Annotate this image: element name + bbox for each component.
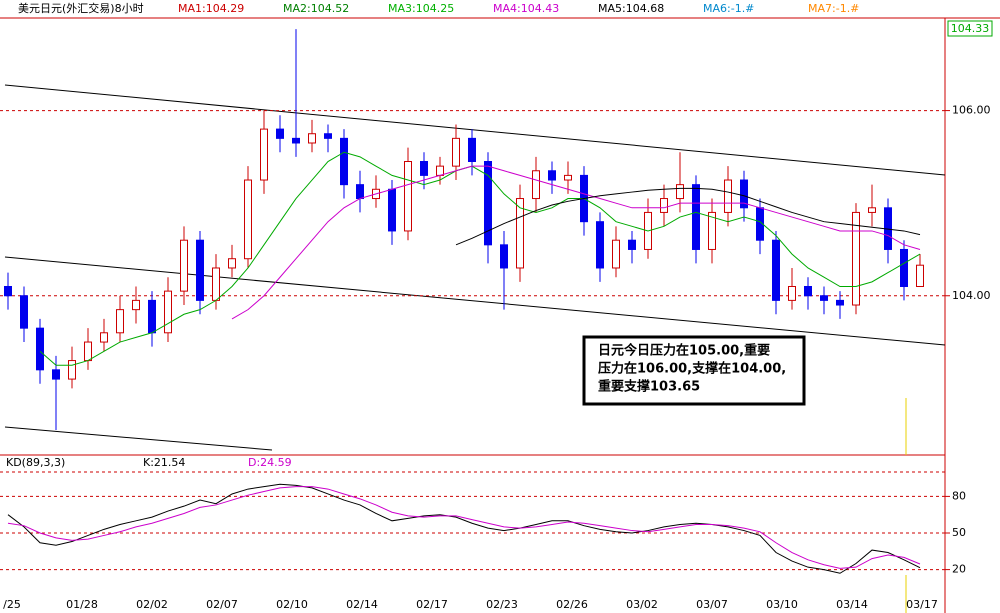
indicator-label: MA6:-1.# <box>703 2 754 15</box>
x-tick-label: 02/10 <box>276 598 308 611</box>
candle-body <box>436 165 444 176</box>
candle-body <box>900 248 908 287</box>
channel-line <box>4 256 946 346</box>
line-series <box>455 187 921 246</box>
candle-body <box>676 184 684 200</box>
candle-body <box>324 133 332 139</box>
candle-body <box>788 285 796 301</box>
indicator-label: MA7:-1.# <box>808 2 859 15</box>
line-series <box>7 483 921 574</box>
series-label: K:21.54 <box>143 456 185 469</box>
candle-body <box>116 309 124 334</box>
candle-body <box>100 332 108 343</box>
candle-body <box>564 174 572 181</box>
candle-body <box>164 290 172 334</box>
kd-title: KD(89,3,3) <box>6 456 65 469</box>
x-tick-label: 02/02 <box>136 598 168 611</box>
last-price: 104.33 <box>951 22 990 35</box>
indicator-label: MA1:104.29 <box>178 2 244 15</box>
candle-body <box>20 295 28 329</box>
candle-body <box>148 299 156 334</box>
x-tick-label: 02/17 <box>416 598 448 611</box>
x-tick-label: 02/26 <box>556 598 588 611</box>
candle-body <box>196 239 204 301</box>
x-tick-label: 03/02 <box>626 598 658 611</box>
candle-body <box>516 198 524 269</box>
candle-body <box>84 341 92 362</box>
y-tick-label: 20 <box>952 563 966 576</box>
candle-body <box>772 239 780 301</box>
candle-body <box>836 299 844 306</box>
candle-body <box>708 211 716 250</box>
x-tick-label: 02/14 <box>346 598 378 611</box>
candle-body <box>916 264 924 287</box>
y-tick-label: 50 <box>952 526 966 539</box>
candle-body <box>420 161 428 176</box>
candle-body <box>356 184 364 200</box>
candle-body <box>820 295 828 301</box>
x-tick-label: 02/07 <box>206 598 238 611</box>
line-series <box>231 165 921 320</box>
candle-body <box>36 327 44 371</box>
y-tick-label: 104.00 <box>952 289 991 302</box>
candle-body <box>532 170 540 200</box>
candle-body <box>132 299 140 311</box>
line-series <box>7 486 921 569</box>
candle-body <box>804 285 812 297</box>
indicator-label: MA3:104.25 <box>388 2 454 15</box>
candle-body <box>692 184 700 250</box>
candle-body <box>404 161 412 232</box>
x-tick-label: 01/28 <box>66 598 98 611</box>
x-tick-label: 03/10 <box>766 598 798 611</box>
indicator-label: MA5:104.68 <box>598 2 664 15</box>
candle-body <box>4 285 12 297</box>
candle-body <box>180 239 188 292</box>
candle-body <box>292 137 300 144</box>
candle-body <box>388 188 396 232</box>
x-tick-label: 03/17 <box>906 598 938 611</box>
channel-line <box>4 426 273 451</box>
candle-body <box>740 179 748 209</box>
candle-body <box>260 128 268 181</box>
x-tick-label: 02/23 <box>486 598 518 611</box>
candle-body <box>340 137 348 186</box>
y-tick-label: 80 <box>952 489 966 502</box>
candle-body <box>228 258 236 269</box>
candle-body <box>468 137 476 163</box>
candle-body <box>484 161 492 246</box>
candle-body <box>852 211 860 306</box>
annotation-box <box>582 335 806 406</box>
annotation-text: 日元今日压力在105.00,重要 <box>598 343 770 359</box>
candle-body <box>628 239 636 250</box>
annotation-text: 重要支撑103.65 <box>598 379 700 395</box>
candle-body <box>660 198 668 213</box>
series-label: D:24.59 <box>248 456 292 469</box>
candle-body <box>52 369 60 380</box>
x-tick-label: 03/07 <box>696 598 728 611</box>
y-tick-label: 106.00 <box>952 104 991 117</box>
candle-body <box>212 267 220 301</box>
candle-body <box>68 360 76 380</box>
candle-body <box>276 128 284 139</box>
indicator-label: MA2:104.52 <box>283 2 349 15</box>
candle-body <box>500 244 508 269</box>
x-tick-label: /25 <box>3 598 21 611</box>
candle-body <box>308 133 316 144</box>
candle-body <box>612 239 620 269</box>
candle-body <box>452 137 460 167</box>
chart-title: 美元日元(外汇交易)8小时 <box>18 1 144 15</box>
line-series <box>39 151 921 366</box>
candle-body <box>244 179 252 260</box>
indicator-label: MA4:104.43 <box>493 2 559 15</box>
candle-body <box>868 207 876 213</box>
candle-body <box>548 170 556 181</box>
candle-body <box>724 179 732 213</box>
channel-line <box>4 84 946 176</box>
last-price-box <box>947 20 993 37</box>
annotation-text: 压力在106.00,支撑在104.00, <box>598 361 786 377</box>
x-tick-label: 03/14 <box>836 598 868 611</box>
candle-body <box>596 221 604 269</box>
